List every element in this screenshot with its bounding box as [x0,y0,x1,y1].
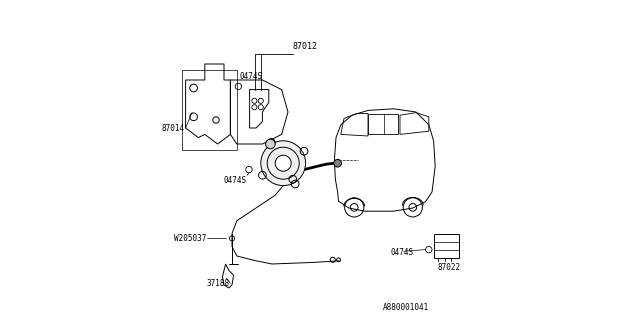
Text: 0474S: 0474S [239,72,262,81]
Circle shape [334,159,342,167]
Bar [434,234,460,258]
Text: 87022: 87022 [438,263,461,272]
Circle shape [266,139,275,149]
Text: 37188: 37188 [207,279,230,288]
Text: 87014: 87014 [162,124,185,132]
Text: 0474S: 0474S [390,248,413,257]
Circle shape [275,155,291,171]
Text: A880001041: A880001041 [383,303,429,312]
Bar [368,114,398,134]
Circle shape [261,141,306,186]
Text: 0474S: 0474S [223,176,246,185]
Text: 87012: 87012 [292,42,318,51]
Text: W205037: W205037 [174,234,206,243]
